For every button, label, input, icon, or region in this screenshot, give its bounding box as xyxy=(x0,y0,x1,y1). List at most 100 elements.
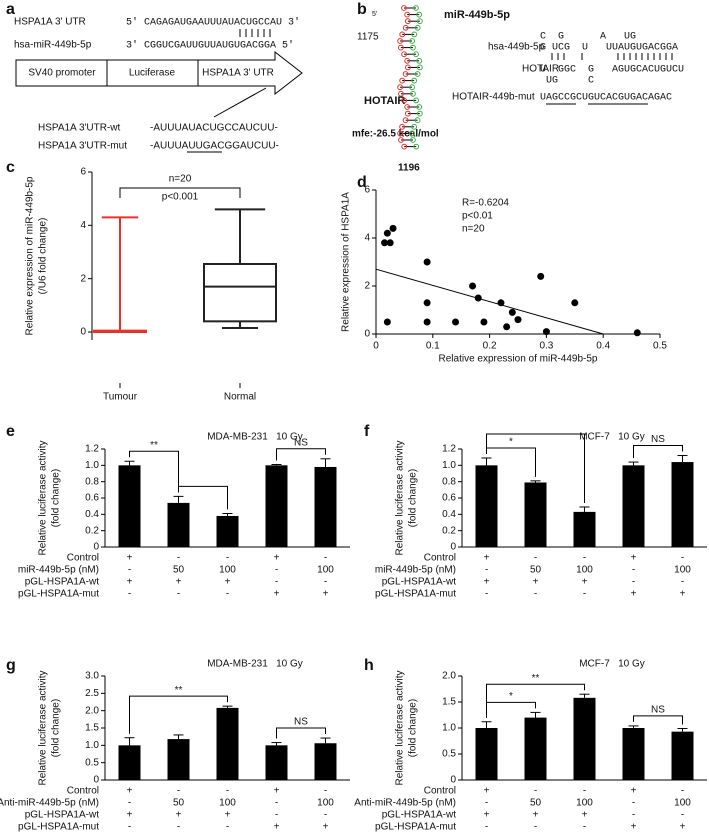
hairpin-base xyxy=(399,77,406,84)
condition-label: pGL-HSPA1A-mut xyxy=(18,822,99,832)
hairpin-base xyxy=(410,44,416,51)
condition-value: + xyxy=(225,810,231,821)
condition-value: - xyxy=(583,553,586,564)
pairing-seq: G UCG U UUAUGUGACGGA xyxy=(540,43,678,54)
condition-label: Control xyxy=(424,553,456,564)
bar xyxy=(475,728,498,780)
condition-value: + xyxy=(323,822,329,832)
condition-value: + xyxy=(533,810,539,821)
condition-value: - xyxy=(681,553,684,564)
condition-value: - xyxy=(128,798,131,809)
y-tick-label: 0.4 xyxy=(442,509,456,520)
condition-value: + xyxy=(631,553,637,564)
point xyxy=(480,318,488,326)
condition-value: - xyxy=(485,822,488,832)
point xyxy=(423,299,431,307)
hairpin-base xyxy=(411,31,418,38)
y-tick-label: 0.8 xyxy=(85,476,99,487)
construct-part: HSPA1A 3' UTR xyxy=(202,68,274,79)
panel-label: a xyxy=(6,1,15,18)
y-tick-label: 2.0 xyxy=(442,671,456,682)
significance-bracket xyxy=(276,448,326,461)
annotation: p<0.001 xyxy=(162,192,199,203)
significance-bracket xyxy=(633,715,683,725)
condition-label: pGL-HSPA1A-mut xyxy=(375,822,456,832)
y-axis-label: (fold change) xyxy=(51,469,62,527)
bar xyxy=(216,707,239,780)
bar xyxy=(573,511,596,547)
y-axis-label: (fold change) xyxy=(408,469,419,527)
mir-seq: 3' CGGUCGAUUGUUAUGUGACGGA 5' xyxy=(126,40,294,52)
point xyxy=(423,318,431,326)
hairpin-base xyxy=(398,137,404,143)
x-tick-label: 0.1 xyxy=(426,341,440,352)
utr-label: HSPA1A 3' UTR xyxy=(14,17,86,28)
condition-value: - xyxy=(275,565,278,576)
y-tick-label: 6 xyxy=(80,167,86,178)
condition-label: pGL-HSPA1A-wt xyxy=(25,810,100,821)
bar xyxy=(118,465,141,547)
y-axis-label: (fold change) xyxy=(51,699,62,757)
bar xyxy=(475,465,498,547)
condition-value: + xyxy=(484,786,490,797)
condition-label: Control xyxy=(67,553,99,564)
condition-value: + xyxy=(631,822,637,832)
y-axis-label: Relative expression of miR-449b-5p xyxy=(25,176,36,335)
chart-title: MCF-7 10 Gy xyxy=(579,432,645,443)
condition-label: pGL-HSPA1A-wt xyxy=(382,810,457,821)
mir-label: hsa-miR-449b-5p xyxy=(14,40,92,51)
hairpin-base xyxy=(401,51,407,58)
y-axis-label: (/U6 fold change) xyxy=(38,218,49,295)
mirna-name: miR-449b-5p xyxy=(444,9,510,21)
condition-value: + xyxy=(631,786,637,797)
mut-label: HSPA1A 3'UTR-mut xyxy=(38,141,127,152)
point xyxy=(383,229,391,237)
hairpin-base xyxy=(416,110,423,117)
hairpin-base xyxy=(402,71,409,77)
hairpin-base xyxy=(404,11,411,18)
y-axis-label: Relative luciferase activity xyxy=(395,670,406,785)
hairpin-base xyxy=(402,24,409,31)
condition-value: - xyxy=(226,822,229,832)
chart-title: MDA-MB-231 10 Gy xyxy=(207,432,303,443)
x-tick-label: 0.2 xyxy=(483,341,497,352)
significance-label: ** xyxy=(532,673,540,684)
chart-title: MCF-7 10 Gy xyxy=(579,659,645,670)
point xyxy=(452,318,460,326)
condition-value: - xyxy=(275,810,278,821)
condition-value: 100 xyxy=(576,565,593,576)
annotation: p<0.01 xyxy=(462,211,493,222)
pairing-seq: UG C xyxy=(540,76,594,87)
condition-value: 100 xyxy=(576,798,593,809)
condition-value: + xyxy=(533,577,539,588)
hairpin-base xyxy=(409,38,415,44)
condition-value: 50 xyxy=(173,798,185,809)
hairpin-base xyxy=(397,84,403,91)
y-tick-label: 0 xyxy=(80,327,86,338)
pairing-seq: U GGC G AGUGCACUGUCU xyxy=(540,65,684,76)
condition-value: 100 xyxy=(317,798,334,809)
y-tick-label: 1.5 xyxy=(442,697,456,708)
point xyxy=(423,258,431,266)
pairing-seq: C G A UG xyxy=(540,32,636,43)
five-prime: 5' xyxy=(372,11,377,18)
bar xyxy=(118,745,141,780)
significance-bracket xyxy=(119,187,241,198)
pairing-seq: UAGCCGCUGUCACGUGACAGAC xyxy=(540,93,672,104)
condition-value: - xyxy=(177,786,180,797)
panel-label: c xyxy=(6,159,15,176)
pairing-label: HOTAIR xyxy=(522,64,559,75)
point xyxy=(474,294,482,302)
condition-value: 100 xyxy=(317,565,334,576)
condition-value: + xyxy=(127,810,133,821)
hairpin-base xyxy=(411,77,418,84)
significance-bracket xyxy=(486,683,585,718)
panel-label: f xyxy=(364,423,370,440)
condition-value: + xyxy=(323,589,329,600)
condition-value: - xyxy=(226,786,229,797)
condition-value: - xyxy=(128,822,131,832)
condition-label: pGL-HSPA1A-wt xyxy=(382,577,457,588)
panel-label: e xyxy=(6,423,15,440)
condition-value: + xyxy=(274,589,280,600)
panel-a: a HSPA1A 3' UTR 5' CAGAGAUGAAUUUAUACUGCC… xyxy=(6,1,303,153)
